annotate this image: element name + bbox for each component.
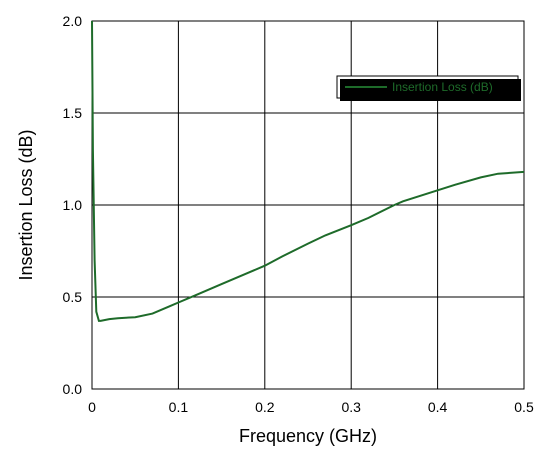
x-tick-label: 0.3 (341, 399, 361, 415)
y-axis-label: Insertion Loss (dB) (16, 129, 36, 280)
tick-labels: 0 0.1 0.2 0.3 0.4 0.5 0.0 0.5 1.0 1.5 2.0 (63, 13, 534, 415)
x-tick-label: 0 (88, 399, 96, 415)
y-tick-label: 2.0 (63, 13, 83, 29)
y-tick-label: 0.0 (63, 381, 83, 397)
legend: Insertion Loss (dB) (336, 75, 521, 101)
x-tick-label: 0.5 (514, 399, 534, 415)
y-tick-label: 1.5 (63, 105, 83, 121)
series-line-insertion-loss (91, 20, 525, 322)
plot-frame (91, 20, 525, 390)
x-tick-label: 0.1 (169, 399, 189, 415)
legend-label: Insertion Loss (dB) (392, 80, 493, 94)
x-tick-label: 0.2 (255, 399, 275, 415)
legend-shadow (340, 79, 521, 101)
x-tick-label: 0.4 (428, 399, 448, 415)
y-tick-label: 0.5 (63, 289, 83, 305)
y-tick-label: 1.0 (63, 197, 83, 213)
x-axis-label: Frequency (GHz) (239, 426, 377, 446)
